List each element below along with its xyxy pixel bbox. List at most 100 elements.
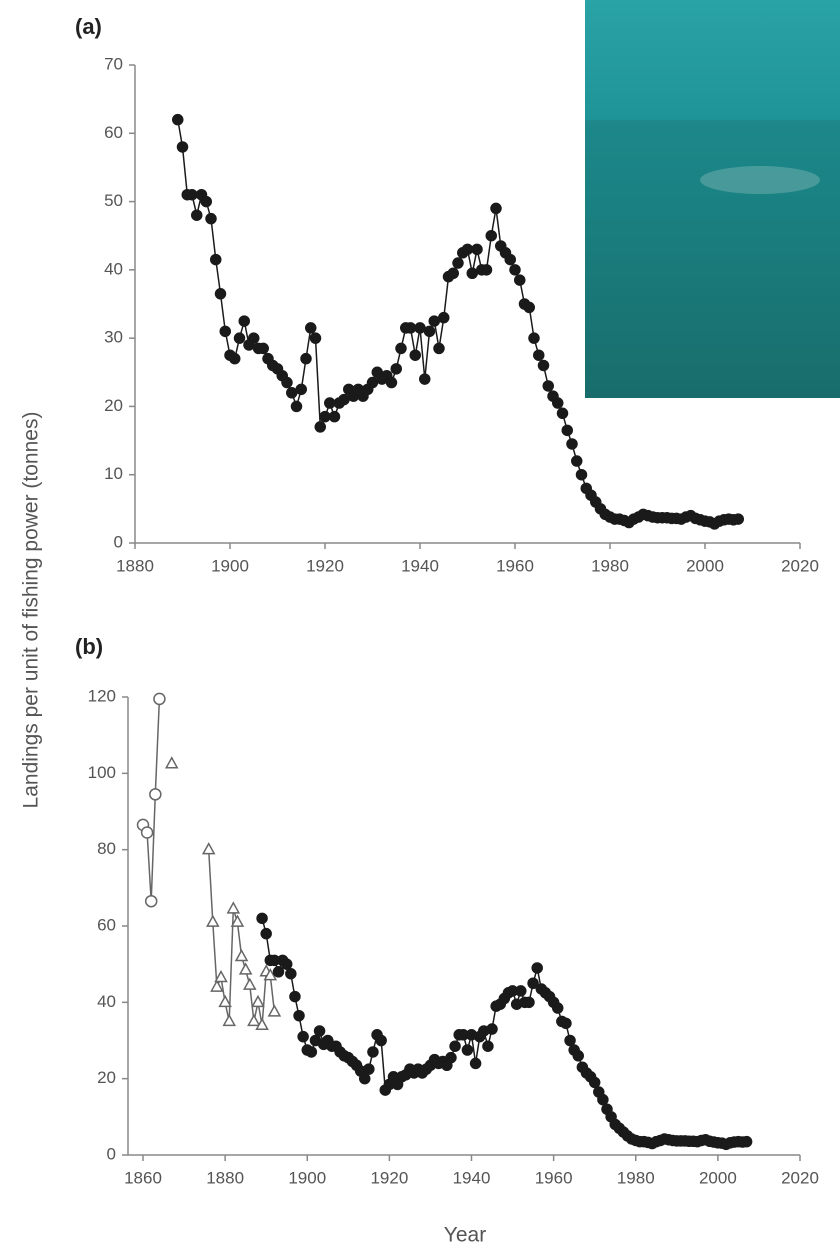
marker [528,332,540,344]
x-tick-label: 2000 [699,1168,737,1187]
y-tick-label: 60 [104,123,123,142]
x-tick-label: 1900 [211,556,249,575]
marker [732,513,744,525]
marker [480,264,493,276]
marker [218,994,232,1008]
marker [504,253,516,266]
marker [552,397,564,409]
x-tick-label: 2020 [781,556,819,575]
x-tick-label: 1960 [535,1168,573,1187]
marker [255,1017,269,1030]
marker [358,1072,371,1085]
y-tick-label: 60 [97,915,116,934]
marker [542,380,554,392]
x-tick-label: 1920 [306,556,344,575]
marker [564,1034,576,1047]
marker [289,990,301,1003]
marker [153,692,166,706]
marker [214,969,228,983]
marker [575,468,588,481]
x-tick-label: 1980 [617,1168,655,1187]
marker [328,410,341,423]
x-tick-label: 1900 [288,1168,326,1187]
marker [247,1013,261,1027]
marker [172,113,184,126]
y-tick-label: 30 [104,328,123,347]
marker [428,315,440,327]
marker [363,1063,375,1075]
x-tick-label: 2020 [781,1168,819,1187]
marker [531,962,543,974]
marker [438,311,450,324]
marker [338,393,350,406]
marker [280,958,293,970]
marker [404,322,417,334]
marker [537,359,550,372]
marker [419,373,431,385]
y-tick-label: 80 [97,839,116,858]
y-tick-label: 20 [104,396,123,415]
marker [238,315,250,327]
marker [367,1046,379,1058]
y-tick-label: 120 [88,686,116,705]
photo [585,0,840,398]
marker [210,979,224,992]
marker [293,1009,305,1022]
marker [176,141,189,153]
marker [527,977,539,989]
marker [571,455,583,467]
x-tick-label: 1880 [116,556,154,575]
marker [164,756,179,769]
marker [409,349,421,361]
marker [251,994,265,1008]
marker [285,967,297,980]
x-tick-label: 2000 [686,556,724,575]
marker [375,1034,387,1047]
marker [469,1057,482,1070]
y-tick-label: 50 [104,191,123,210]
y-tick-label: 0 [107,1144,116,1163]
marker [149,788,162,801]
marker [449,1040,461,1052]
marker [490,202,502,215]
marker [140,826,154,839]
marker [385,376,398,389]
marker [286,387,298,399]
x-tick-label: 1980 [591,556,629,575]
marker [205,212,217,225]
marker [390,363,402,375]
marker [297,1030,309,1043]
marker [226,901,241,914]
marker [242,977,257,990]
marker [572,1050,585,1062]
marker [290,400,303,413]
marker [210,253,222,266]
marker [305,322,317,334]
x-tick-label: 1940 [401,556,439,575]
marker [272,966,285,978]
marker [324,397,336,409]
x-axis-label: Year [444,1224,486,1247]
x-tick-label: 1960 [496,556,534,575]
marker [452,257,464,269]
x-tick-label: 1920 [370,1168,408,1187]
marker [267,1004,282,1017]
marker [423,325,436,338]
marker [740,1135,753,1148]
marker [445,1051,457,1064]
marker [233,332,246,344]
marker [260,927,272,940]
marker [144,894,158,908]
series-line [261,918,747,1146]
marker [523,996,535,1009]
marker [229,352,241,365]
marker [234,948,249,962]
y-tick-label: 40 [97,992,116,1011]
y-axis-label: Landings per unit of fishing power (tonn… [20,412,43,809]
marker [433,342,445,355]
marker [319,410,331,423]
marker [533,349,545,361]
marker [447,267,459,280]
x-tick-label: 1940 [453,1168,491,1187]
